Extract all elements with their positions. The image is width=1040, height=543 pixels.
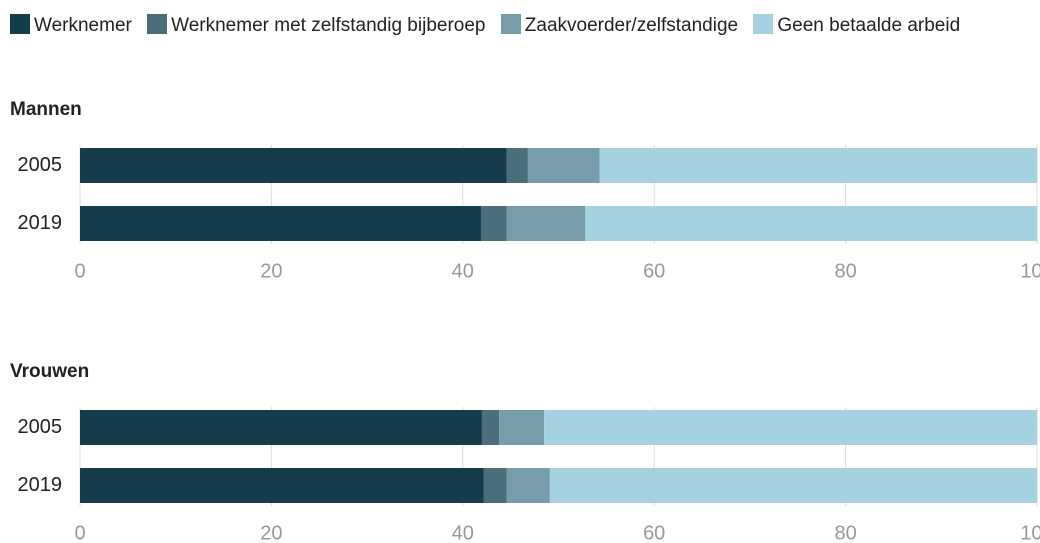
x-tick-label: 80 xyxy=(834,522,856,543)
x-tick-label: 60 xyxy=(643,260,665,282)
y-tick-label: 2019 xyxy=(18,212,63,234)
legend-item: Zaakvoerder/zelfstandige xyxy=(500,14,739,36)
bar-segment xyxy=(599,148,1037,183)
bar-segment xyxy=(80,148,507,183)
legend-label: Geen betaalde arbeid xyxy=(777,15,961,36)
bar-segment xyxy=(527,148,600,183)
legend-swatch xyxy=(10,14,30,34)
x-tick-label: 60 xyxy=(643,522,665,543)
bar-segment xyxy=(506,206,586,241)
x-tick-label: 0 xyxy=(74,522,85,543)
legend-swatch xyxy=(753,14,774,34)
bar-segment xyxy=(80,410,482,445)
bar-segment xyxy=(80,468,484,503)
bar-segment xyxy=(499,410,545,445)
legend-item: Werknemer met zelfstandig bijberoep xyxy=(147,14,486,36)
legend-item: Geen betaalde arbeid xyxy=(753,14,961,36)
x-tick-label: 40 xyxy=(452,522,474,543)
x-tick-label: 100 xyxy=(1020,522,1040,543)
bar-segment xyxy=(480,206,507,241)
legend-swatch xyxy=(500,14,521,34)
x-tick-label: 0 xyxy=(74,260,85,282)
y-tick-label: 2005 xyxy=(18,416,63,438)
bar-segment xyxy=(483,468,507,503)
legend-label: Zaakvoerder/zelfstandige xyxy=(524,15,739,36)
legend-swatch xyxy=(147,14,168,34)
bar-segment xyxy=(544,410,1037,445)
bar-segment xyxy=(481,410,500,445)
x-tick-label: 100 xyxy=(1020,260,1040,282)
chart-title: Mannen xyxy=(10,99,82,120)
bar-segment xyxy=(80,206,481,241)
x-tick-label: 80 xyxy=(834,260,856,282)
bar-segment xyxy=(506,148,528,183)
bar-segment xyxy=(549,468,1037,503)
bar-segment xyxy=(506,468,550,503)
y-tick-label: 2019 xyxy=(18,474,63,496)
y-tick-label: 2005 xyxy=(18,154,63,176)
legend-label: Werknemer xyxy=(34,15,132,36)
x-tick-label: 20 xyxy=(260,522,282,543)
legend-label: Werknemer met zelfstandig bijberoep xyxy=(171,15,486,36)
legend-item: Werknemer xyxy=(10,14,132,36)
x-tick-label: 20 xyxy=(260,260,282,282)
legend: Werknemer Werknemer met zelfstandig bijb… xyxy=(10,8,1010,44)
x-tick-label: 40 xyxy=(452,260,474,282)
bar-segment xyxy=(585,206,1037,241)
chart-title: Vrouwen xyxy=(10,361,89,382)
